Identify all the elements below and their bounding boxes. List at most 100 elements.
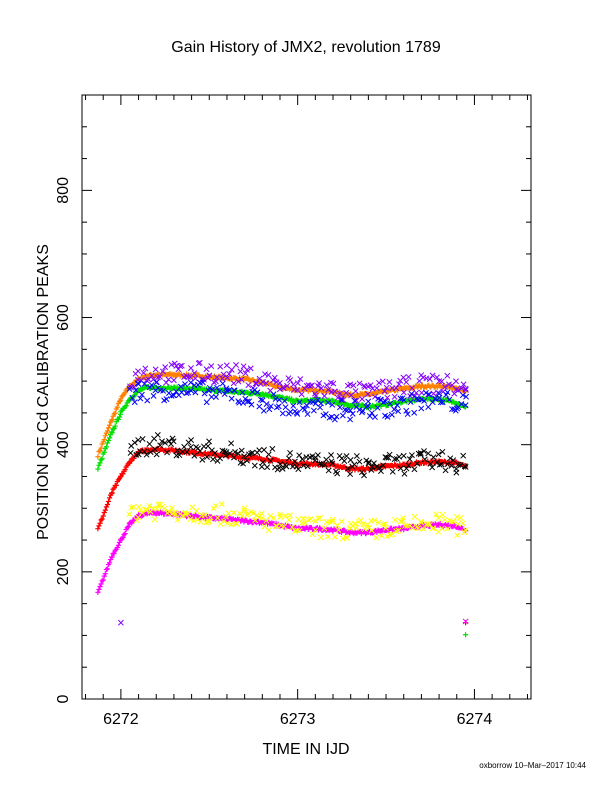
data-point — [180, 512, 186, 519]
data-point — [414, 460, 421, 467]
data-point — [121, 532, 127, 538]
data-point — [386, 451, 393, 458]
data-point — [287, 512, 293, 519]
data-point — [152, 446, 158, 453]
data-point — [281, 523, 288, 530]
data-point — [272, 396, 279, 402]
data-point — [406, 456, 413, 463]
data-point — [165, 376, 172, 383]
data-point — [162, 439, 168, 446]
data-point — [275, 403, 282, 410]
data-point — [403, 379, 410, 386]
data-point — [115, 542, 122, 548]
y-tick-label: 600 — [55, 304, 72, 331]
data-point — [135, 451, 142, 458]
data-point — [361, 472, 367, 479]
data-point — [449, 406, 456, 413]
y-tick-label: 800 — [55, 177, 72, 204]
data-point — [228, 521, 235, 528]
data-point — [418, 519, 425, 526]
data-point — [263, 401, 270, 408]
data-point — [221, 448, 228, 455]
data-point — [342, 406, 348, 413]
data-point — [384, 394, 391, 401]
data-point — [462, 526, 469, 533]
data-point — [405, 462, 412, 469]
data-point — [111, 411, 117, 417]
data-point — [329, 460, 336, 467]
data-point — [284, 382, 291, 389]
data-point — [109, 416, 115, 423]
data-point — [438, 461, 445, 468]
data-point — [177, 363, 184, 370]
data-point — [333, 413, 340, 420]
data-point — [343, 389, 350, 396]
data-point — [178, 389, 185, 396]
data-point — [307, 383, 314, 390]
data-point — [427, 460, 434, 467]
data-point — [106, 422, 113, 428]
data-point — [150, 392, 157, 399]
data-point — [325, 399, 331, 406]
data-point — [309, 531, 316, 538]
data-point — [244, 366, 250, 373]
data-point — [170, 438, 177, 445]
data-point — [103, 566, 109, 573]
data-point — [388, 411, 395, 418]
data-point — [231, 387, 238, 394]
data-point — [187, 444, 194, 451]
data-point — [99, 456, 105, 462]
x-axis-title: TIME IN IJD — [262, 741, 349, 758]
series-4 — [127, 359, 469, 404]
data-point — [131, 399, 138, 406]
data-point — [191, 452, 198, 459]
data-point — [321, 461, 328, 468]
data-point — [138, 391, 145, 398]
data-point — [400, 514, 407, 521]
data-point — [331, 416, 338, 423]
data-point — [135, 437, 142, 443]
y-axis-ticks — [82, 94, 531, 700]
data-point — [372, 393, 378, 400]
data-point — [106, 435, 113, 441]
data-point — [210, 456, 216, 463]
data-point — [441, 383, 448, 390]
data-point — [294, 527, 301, 534]
data-point — [95, 526, 101, 532]
data-point — [344, 535, 350, 542]
data-point — [224, 520, 231, 527]
data-point — [415, 525, 422, 532]
data-point — [351, 461, 358, 468]
data-point — [183, 449, 190, 456]
data-point — [353, 453, 360, 460]
data-point — [242, 370, 249, 377]
data-point — [228, 440, 235, 447]
x-tick-label: 6272 — [103, 711, 139, 728]
data-point — [312, 392, 319, 399]
data-point — [223, 362, 230, 369]
data-point — [120, 471, 126, 477]
data-point — [458, 400, 465, 407]
data-point — [241, 453, 248, 460]
data-point — [245, 510, 252, 517]
data-point — [460, 452, 467, 459]
data-point — [251, 462, 258, 469]
data-point — [159, 368, 166, 375]
data-point — [260, 407, 267, 414]
data-point — [259, 459, 266, 466]
data-point — [371, 460, 377, 467]
data-point — [133, 517, 140, 524]
data-point — [277, 461, 284, 468]
data-point — [403, 465, 410, 472]
data-point — [448, 519, 455, 525]
data-point — [248, 401, 255, 408]
data-point — [347, 416, 354, 423]
data-point — [400, 374, 407, 381]
data-point — [97, 460, 103, 466]
data-point — [276, 464, 283, 471]
data-point — [269, 445, 276, 452]
data-point — [159, 438, 165, 445]
data-point — [290, 402, 297, 409]
data-point — [270, 377, 277, 384]
